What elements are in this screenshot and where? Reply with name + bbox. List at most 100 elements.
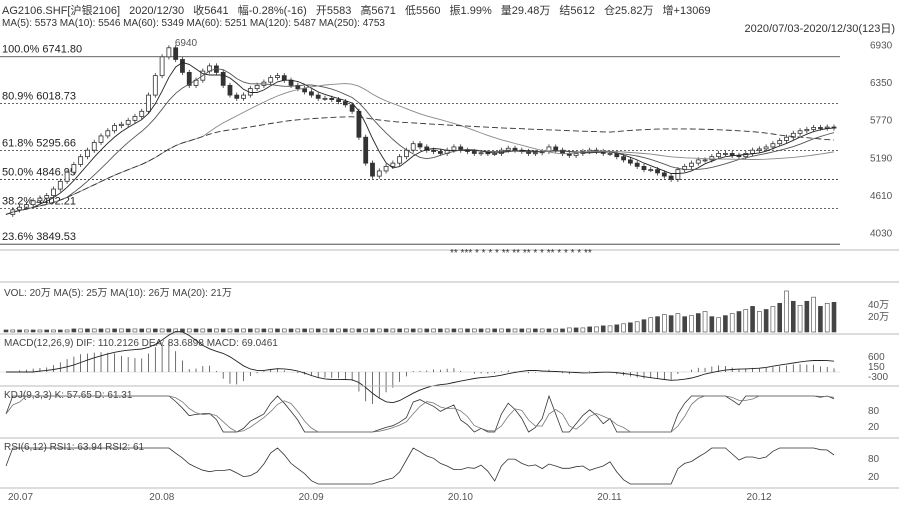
volume-bar [139,328,145,333]
volume-bar [275,328,280,333]
candle-body [756,148,762,151]
candle-body [57,180,63,190]
volume-bar [648,317,654,333]
candle-body [309,91,314,96]
candle-body [627,159,633,164]
x-axis-tick: 20.08 [149,492,174,503]
volume-bar [492,328,497,333]
volume-bar [757,311,762,333]
x-axis-tick: 20.11 [597,492,622,503]
candle-body [44,195,50,199]
volume-bar [112,328,117,333]
volume-bar [424,328,430,333]
volume-bar [790,300,796,333]
volume-bar [546,328,552,333]
volume-bar [505,328,511,333]
candle-body [23,204,29,208]
volume-bar [594,326,599,333]
candle-body [390,162,396,167]
volume-bar [78,328,83,333]
volume-bar [458,328,464,333]
x-axis-tick: 20.10 [448,492,473,503]
volume-bar [288,328,294,333]
price-axis-tick: 4610 [870,191,893,202]
candle-body [268,77,274,83]
change-value: 幅-0.28%(-16) [237,5,307,17]
quote-header: AG2106.SHF[沪银2106] 2020/12/30 收5641 幅-0.… [2,2,717,18]
volume-bar [465,328,470,333]
candle-body [118,123,124,126]
volume-bar [71,328,77,333]
volume-bar [417,328,423,333]
candle-body [241,94,246,99]
macd-axis-tick: -300 [868,372,888,383]
volume-bar [315,328,321,333]
candle-body [281,75,287,81]
candle-body [492,153,498,155]
candle-body [146,94,151,112]
ma-line [5,61,835,215]
candle-body [336,99,341,102]
candle-body [112,125,117,132]
ma-line [5,68,835,215]
volume-bar [478,328,484,333]
volume-bar [804,300,810,333]
volume-bar [24,329,29,333]
candle-body [716,153,722,158]
volume-bar [85,328,90,333]
volume-bar [729,313,735,333]
volume-bar [485,328,491,333]
volume-bar [404,328,409,333]
candle-body [777,140,783,145]
volume-bar [580,327,586,333]
volume-bar [166,328,172,333]
volume-bar [600,325,606,333]
volume-bar [200,328,206,333]
volume-bar [376,328,382,333]
candle-body [655,169,660,174]
candle-body [729,153,735,156]
fib-level-label: 50.0% 4846.95 [2,167,76,179]
candle-body [451,146,457,151]
volume-bar [295,328,301,333]
candle-body [91,142,97,151]
volume-bar [132,328,138,333]
volume-bar [51,329,56,333]
open-value: 开5583 [315,5,352,17]
candle-body [471,151,477,154]
volume-bar [668,315,674,333]
volume-bar [44,329,50,333]
volume-bar [91,328,97,333]
date-range[interactable]: 2020/07/03-2020/12/30(123日) [744,23,895,35]
volume-bar [777,302,783,333]
candle-body [370,162,375,177]
price-axis-tick: 5770 [870,116,893,127]
volume-bar [159,328,165,333]
price-axis-tick: 5190 [870,153,893,164]
candle-body [770,143,776,148]
volume-bar [268,328,273,333]
volume-bar [105,328,111,333]
volume-bar [220,328,226,333]
candle-body [132,116,138,121]
volume-bar [716,317,721,333]
volume-bar [682,316,687,333]
volume-bar [397,328,402,333]
candle-body [763,146,769,150]
peak-label: 6940 [175,38,198,49]
candle-body [621,156,627,161]
candle-body [37,197,43,202]
volume-bar [261,328,267,333]
volume-bar [370,328,375,333]
volume-bar [17,329,22,333]
volume-bar [655,316,660,333]
volume-bar [444,328,450,333]
candle-body [17,206,22,211]
fib-level-label: 100.0% 6741.80 [2,44,82,56]
volume-bar [811,296,816,333]
volume-bar [10,329,16,333]
candle-body [173,47,179,60]
volume-bar [567,327,572,333]
volume-bar [471,328,477,333]
candle-body [234,94,240,99]
